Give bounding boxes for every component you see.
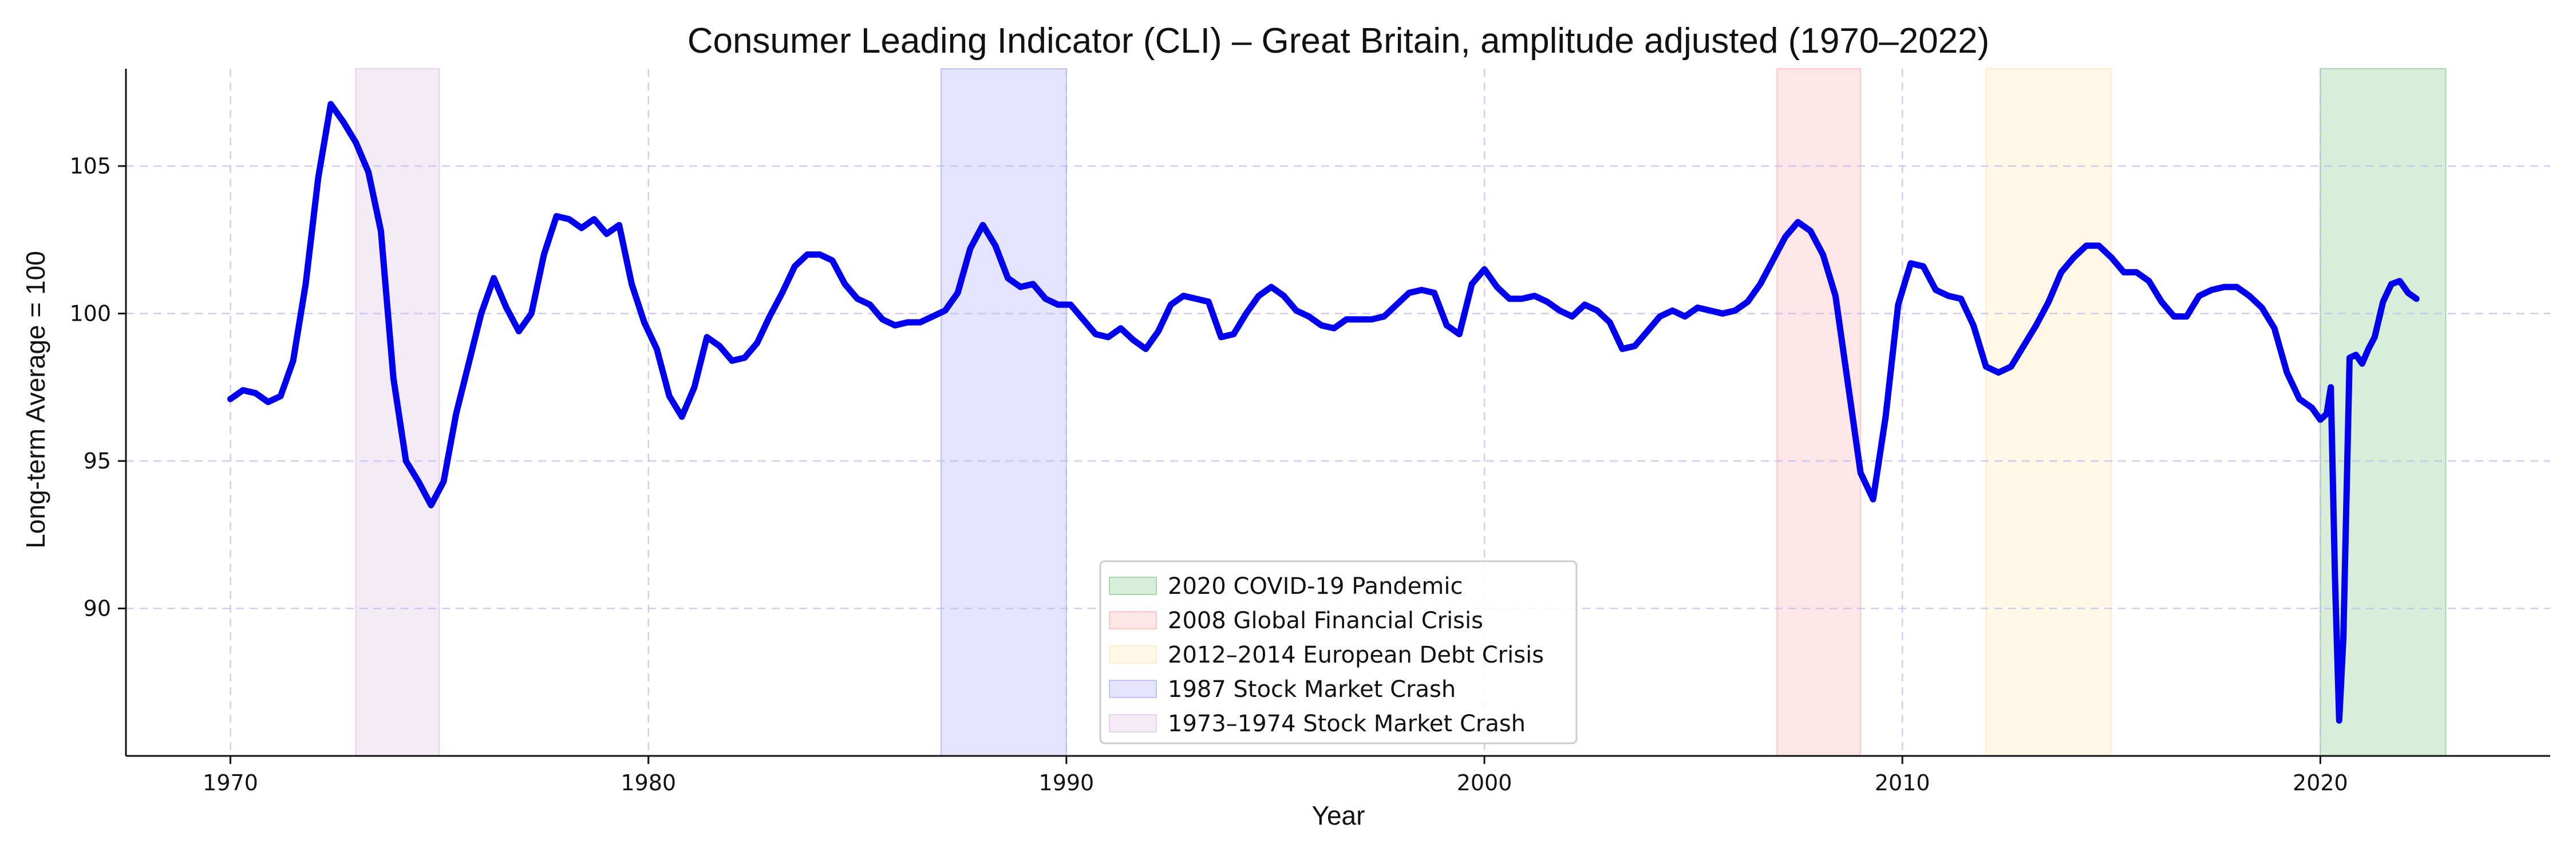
legend-swatch-3 [1109, 680, 1157, 698]
x-axis-label: Year [1312, 801, 1365, 830]
legend-swatch-4 [1109, 714, 1157, 732]
legend-swatch-0 [1109, 577, 1157, 595]
axes: 1970 1980 1990 2000 2010 2020 90 95 100 105 [69, 69, 2550, 795]
legend-swatch-2 [1109, 645, 1157, 664]
legend-label-4: 1973–1974 Stock Market Crash [1168, 711, 1526, 737]
chart-title: Consumer Leading Indicator (CLI) – Great… [688, 21, 1990, 61]
y-axis-label: Long-term Average = 100 [21, 251, 50, 549]
legend-label-3: 1987 Stock Market Crash [1168, 676, 1456, 703]
series-layer [227, 101, 2420, 724]
y-tick-label-0: 90 [84, 596, 111, 621]
shaded-period-2 [1985, 68, 2112, 756]
series-line-0 [227, 101, 2420, 724]
shaded-period-1 [1776, 68, 1862, 756]
x-tick-label-3: 2000 [1457, 770, 1512, 795]
legend-box [1099, 560, 1578, 744]
legend-swatch-1 [1109, 611, 1157, 629]
x-tick-label-4: 2010 [1875, 770, 1930, 795]
legend: 2020 COVID-19 Pandemic 2008 Global Financ… [1099, 560, 1578, 744]
y-tick-label-1: 95 [84, 448, 111, 474]
legend-label-2: 2012–2014 European Debt Crisis [1168, 642, 1544, 668]
x-tick-label-0: 1970 [203, 770, 258, 795]
y-tick-label-2: 100 [69, 301, 111, 326]
x-tick-label-2: 1990 [1039, 770, 1095, 795]
x-tick-label-1: 1980 [621, 770, 676, 795]
y-tick-label-3: 105 [69, 153, 111, 179]
shaded-period-3 [940, 68, 1067, 756]
legend-label-1: 2008 Global Financial Crisis [1168, 608, 1483, 634]
legend-label-0: 2020 COVID-19 Pandemic [1168, 573, 1463, 600]
x-tick-label-5: 2020 [2293, 770, 2348, 795]
